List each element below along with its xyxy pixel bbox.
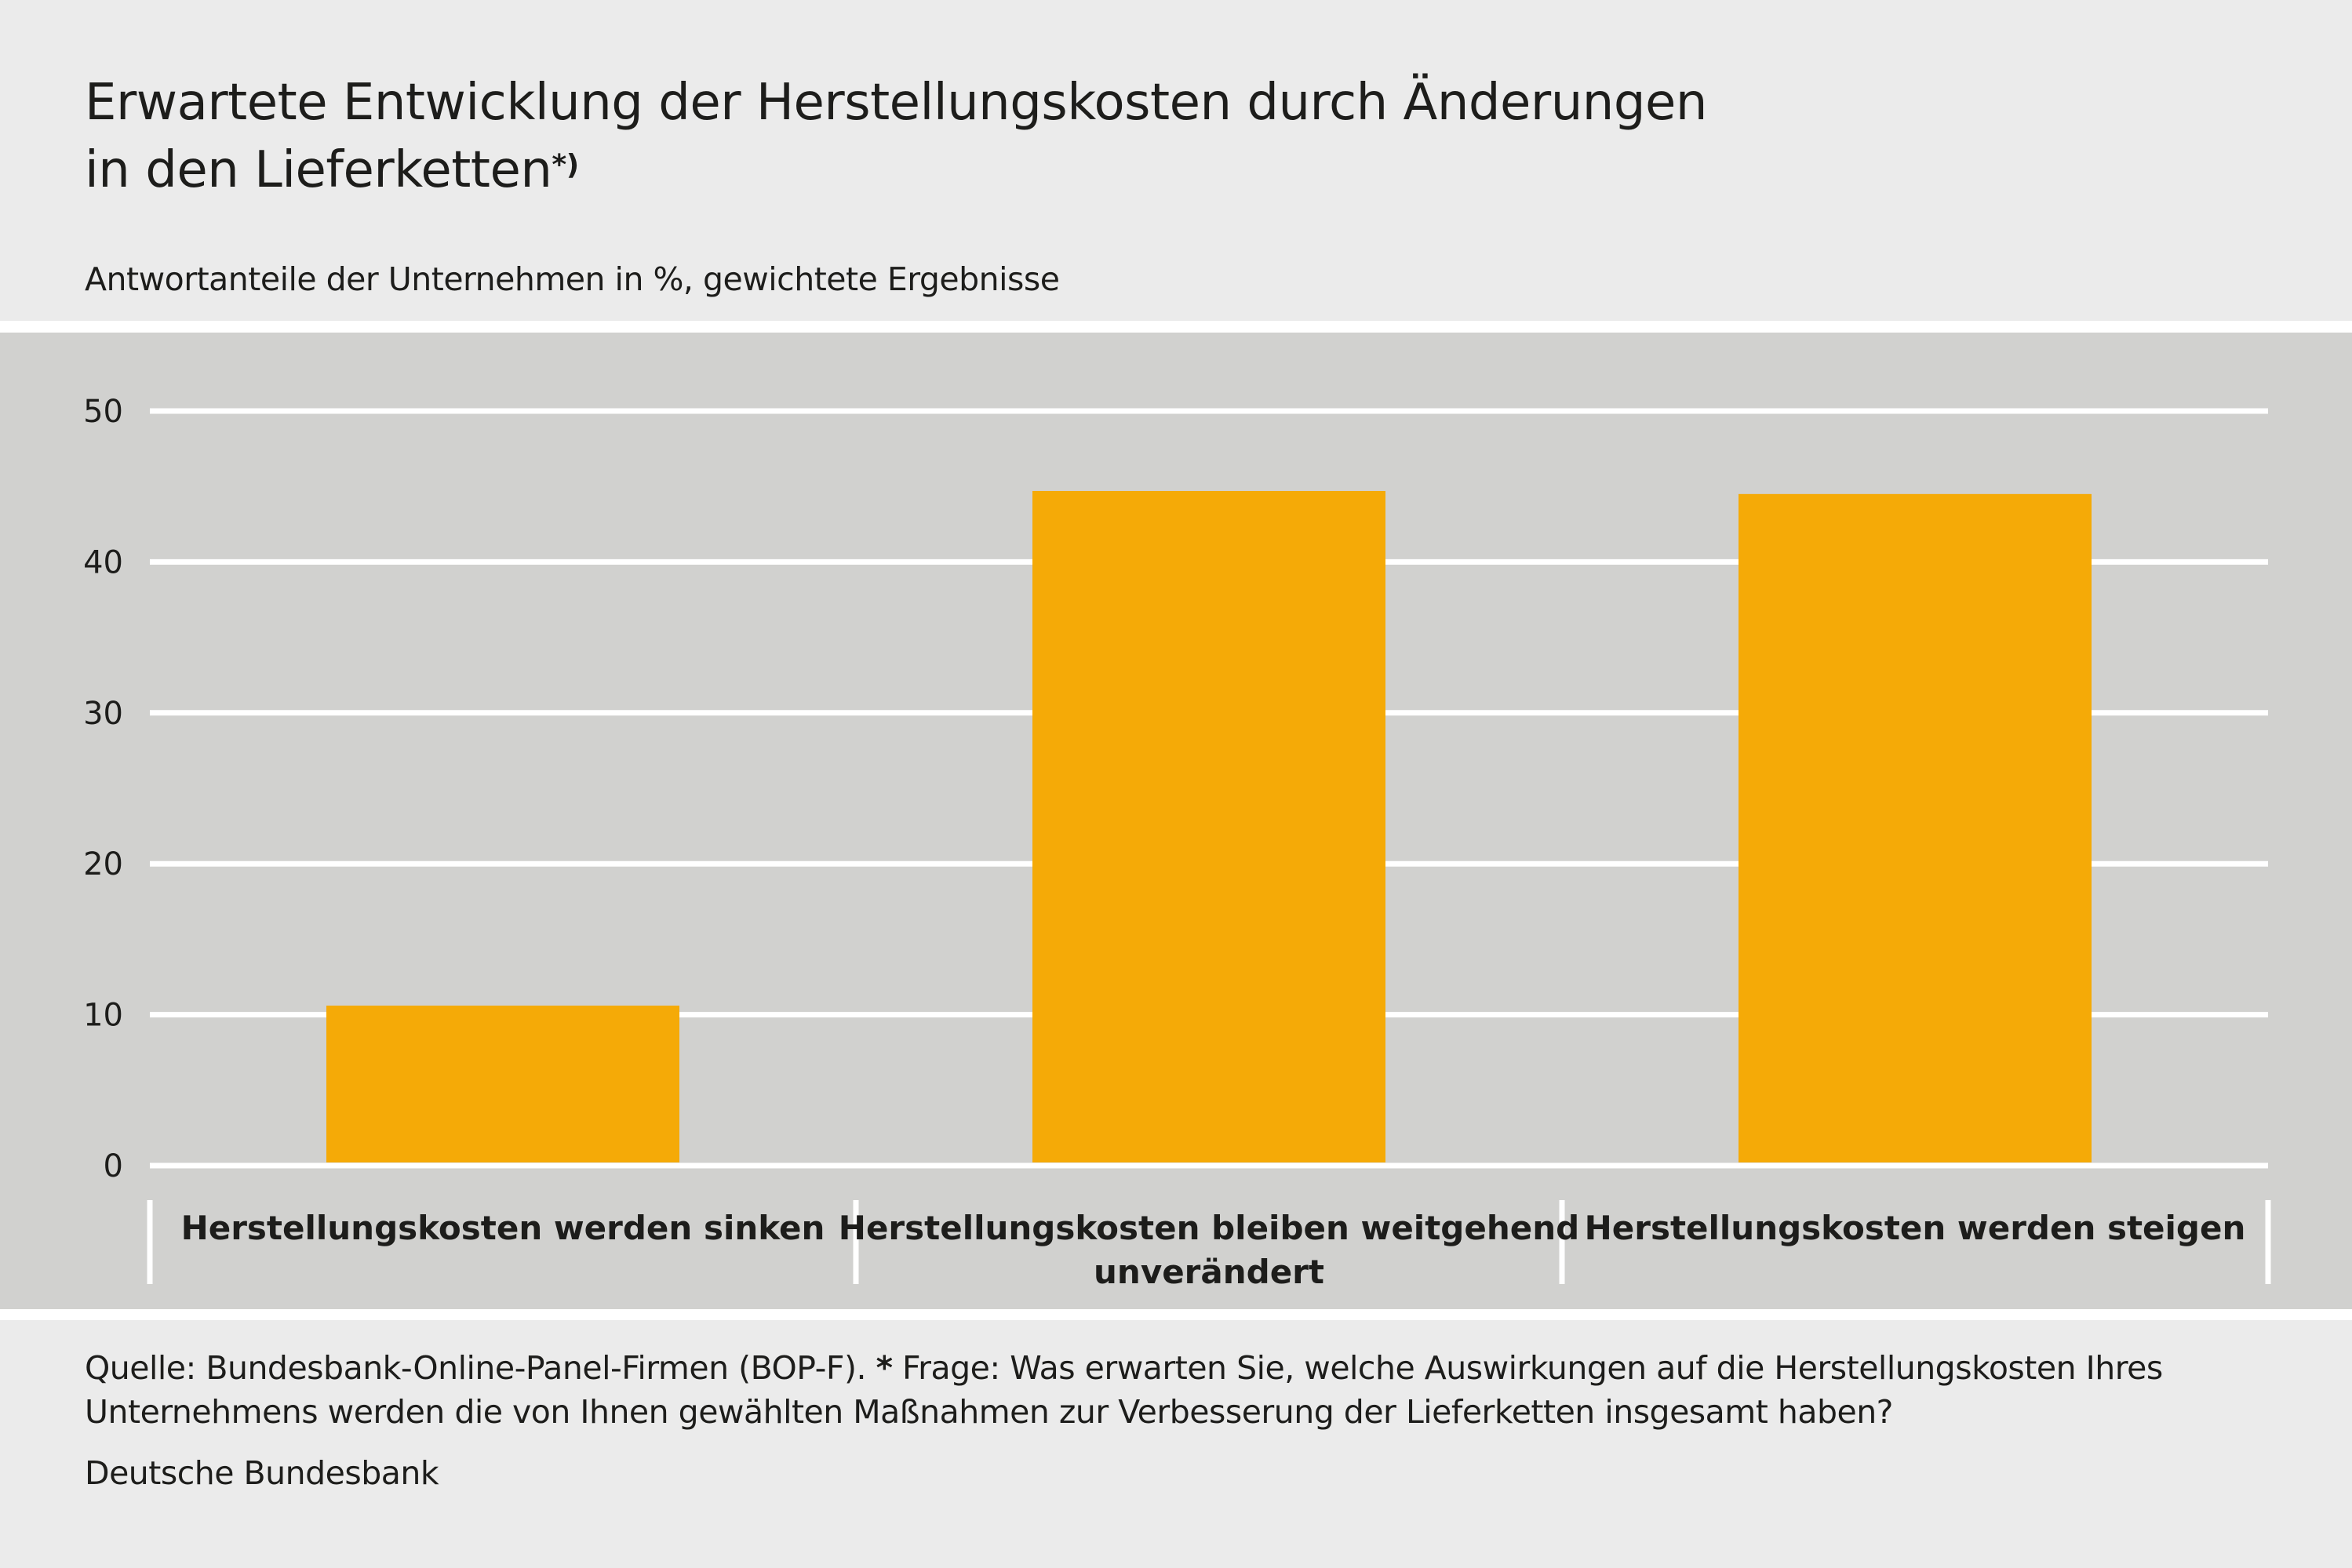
- x-category-label: Herstellungskosten bleiben weitgehend unv…: [839, 1209, 1579, 1291]
- bar: [1739, 493, 2092, 1162]
- y-tick-label: 40: [83, 544, 123, 580]
- divider-top: [0, 321, 2352, 333]
- source-text: Quelle: Bundesbank-Online-Panel-Firmen (…: [85, 1349, 876, 1387]
- source-note: Quelle: Bundesbank-Online-Panel-Firmen (…: [85, 1346, 2163, 1434]
- source-line-2: Unternehmens werden die von Ihnen gewähl…: [85, 1393, 1893, 1431]
- footnote-mark: *): [552, 149, 579, 181]
- chart-subtitle: Antwortanteile der Unternehmen in %, gew…: [85, 260, 1060, 298]
- bar: [1032, 490, 1385, 1162]
- question-text: Frage: Was erwarten Sie, welche Auswirku…: [892, 1349, 2163, 1387]
- footnote-star: *: [876, 1349, 893, 1387]
- publisher: Deutsche Bundesbank: [85, 1454, 439, 1492]
- chart-title-line-2: in den Lieferketten*): [85, 136, 1707, 204]
- y-tick-label: 10: [83, 998, 123, 1034]
- bar: [326, 1006, 679, 1162]
- chart-title-line-2-text: in den Lieferketten: [85, 141, 552, 199]
- y-tick-label: 50: [83, 394, 123, 430]
- chart-title-line-1: Erwartete Entwicklung der Herstellungsko…: [85, 74, 1707, 132]
- y-tick-label: 30: [83, 696, 123, 732]
- divider-bottom: [0, 1309, 2352, 1320]
- x-category-label: Herstellungskosten werden steigen: [1585, 1209, 2246, 1247]
- source-line-1: Quelle: Bundesbank-Online-Panel-Firmen (…: [85, 1346, 2163, 1390]
- y-tick-label: 0: [104, 1148, 123, 1184]
- x-category-label: Herstellungskosten werden sinken: [181, 1209, 825, 1247]
- y-tick-label: 20: [83, 846, 123, 882]
- chart-title: Erwartete Entwicklung der Herstellungsko…: [85, 69, 1707, 204]
